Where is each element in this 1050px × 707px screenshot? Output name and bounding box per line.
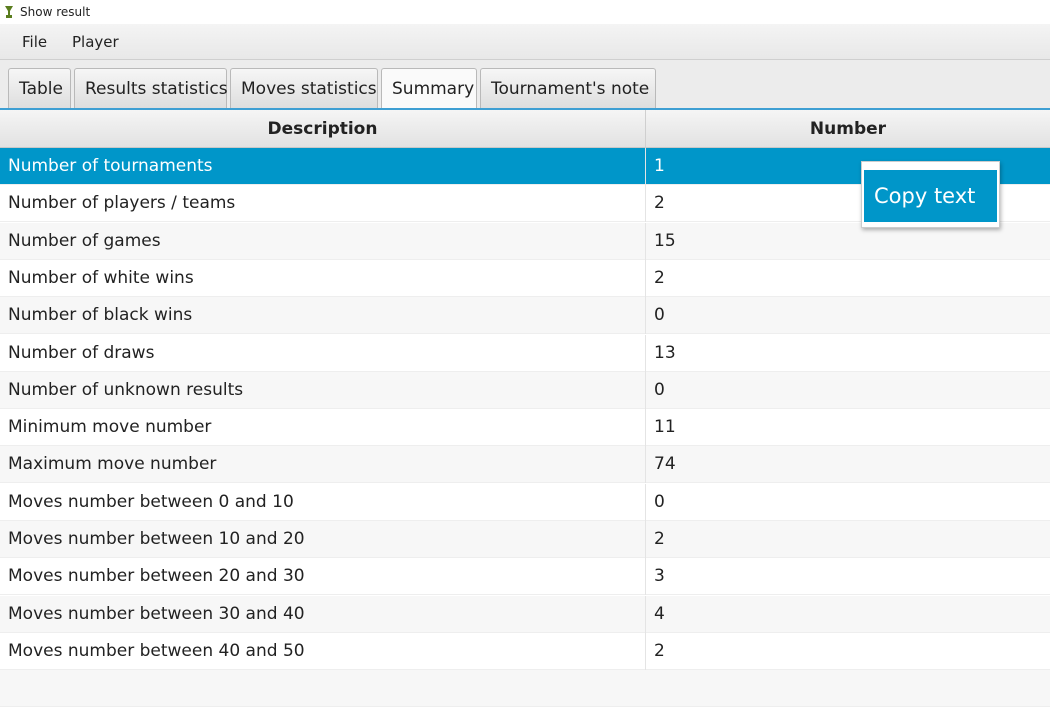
table-row[interactable]: Number of white wins 2 [0, 259, 1050, 297]
table-cell: Number of players / teams [0, 185, 646, 223]
table-cell: Number of white wins [0, 259, 646, 297]
table-row[interactable]: Moves number between 0 and 10 0 [0, 483, 1050, 521]
tab[interactable]: Moves statistics [230, 68, 378, 108]
window: Show result File Player Table Results st… [0, 0, 1050, 670]
window-title: Show result [20, 5, 91, 19]
title-bar: Show result [0, 0, 1050, 24]
menu-bar: File Player [0, 24, 1050, 60]
table-cell: 13 [654, 342, 676, 363]
table-cell: 0 [654, 305, 665, 326]
table-row[interactable]: Number of draws 13 [0, 334, 1050, 372]
tab[interactable]: Tournament's note [480, 68, 656, 108]
table-cell: Maximum move number [0, 446, 646, 484]
table-cell: Moves number between 40 and 50 [0, 632, 646, 670]
column-header[interactable]: Description [0, 110, 646, 148]
table-cell: 0 [654, 379, 665, 400]
table-row[interactable]: Moves number between 20 and 30 3 [0, 558, 1050, 596]
table-cell: 2 [654, 640, 665, 661]
table-cell: 2 [654, 267, 665, 288]
app-icon [5, 6, 13, 18]
table-cell: 4 [654, 603, 665, 624]
menu-item[interactable]: Player [72, 33, 119, 51]
table-cell: Moves number between 20 and 30 [0, 558, 646, 596]
menu-item[interactable]: Copy text [864, 170, 997, 222]
menu-item[interactable]: File [22, 33, 48, 51]
table-cell: Number of tournaments [0, 148, 646, 185]
table-cell: Minimum move number [0, 409, 646, 447]
table-cell: Number of black wins [0, 297, 646, 335]
table-cell: Number of draws [0, 334, 646, 372]
table-row[interactable] [0, 670, 1050, 707]
table-row[interactable]: Moves number between 10 and 20 2 [0, 521, 1050, 558]
tab[interactable]: Table [8, 68, 71, 108]
tab[interactable]: Results statistics [74, 68, 228, 108]
table-cell: 3 [654, 566, 665, 587]
table-cell: 1 [654, 156, 665, 176]
table-cell: 11 [654, 417, 676, 438]
table-row[interactable]: Number of unknown results 0 [0, 371, 1050, 409]
table-cell: 15 [654, 230, 676, 251]
table-row[interactable]: Moves number between 30 and 40 4 [0, 595, 1050, 633]
column-header[interactable]: Number [809, 119, 887, 139]
table-row[interactable]: Number of games 15 [0, 222, 1050, 260]
table-cell: 74 [654, 454, 676, 475]
table-row[interactable]: Minimum move number 11 [0, 409, 1050, 447]
table-cell: 2 [654, 529, 665, 549]
table-cell: Moves number between 10 and 20 [0, 521, 646, 558]
table-cell: Moves number between 0 and 10 [0, 483, 646, 521]
tab-bar: Table Results statistics Moves statistic… [0, 60, 1050, 110]
table-row[interactable]: Number of black wins 0 [0, 297, 1050, 335]
table-header: Description Number [0, 110, 1050, 148]
table-row[interactable]: Maximum move number 74 [0, 446, 1050, 484]
table-cell: Number of games [0, 222, 646, 260]
tab[interactable]: Summary [381, 68, 477, 108]
table-cell: Moves number between 30 and 40 [0, 595, 646, 633]
context-menu: Copy text [861, 161, 1000, 228]
table-cell: 0 [654, 491, 665, 512]
table-cell: Number of unknown results [0, 371, 646, 409]
table-row[interactable]: Moves number between 40 and 50 2 [0, 632, 1050, 670]
table-cell: 2 [654, 193, 665, 214]
